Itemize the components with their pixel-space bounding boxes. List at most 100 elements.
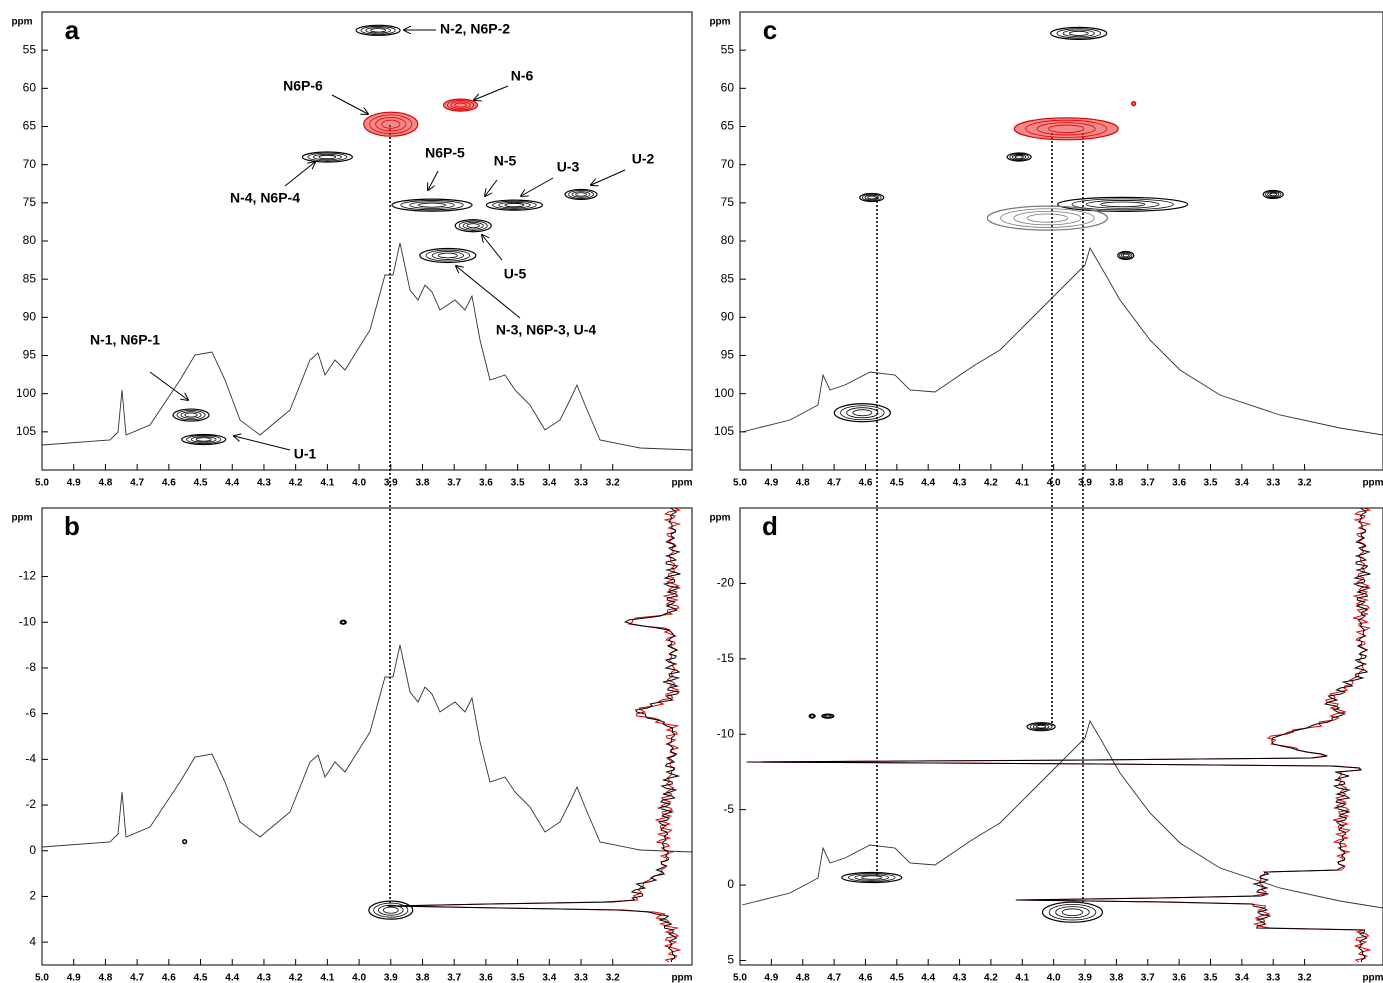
contour-ring: [846, 407, 879, 419]
contour-ring: [381, 119, 401, 129]
x-tick-label: 3.6: [479, 478, 493, 489]
contour-ring: [417, 202, 446, 208]
y-tick-label: 60: [721, 81, 735, 95]
peak: [391, 198, 473, 212]
peak: [355, 24, 401, 36]
contour-ring: [1048, 904, 1097, 921]
panel-label: a: [65, 15, 80, 45]
panel-label: d: [762, 511, 778, 541]
contour-ring: [1036, 122, 1096, 136]
x-tick-label: 4.7: [827, 973, 841, 983]
x-tick-label: 4.8: [796, 973, 810, 983]
peak-contour: [485, 199, 544, 211]
y-tick-label: -10: [717, 726, 735, 740]
contour-ring: [1048, 124, 1085, 133]
peak: [833, 403, 891, 423]
y-tick-label: 70: [23, 157, 37, 171]
peak-annotation: N6P-6: [283, 78, 323, 94]
contour-ring: [1071, 198, 1174, 211]
contour-ring: [867, 195, 877, 200]
peak: [339, 619, 347, 625]
y-tick-label: -5: [723, 802, 734, 816]
contour-ring: [378, 904, 404, 916]
x-axis-label: ppm: [1362, 973, 1383, 983]
contour-ring: [1032, 724, 1050, 730]
contour-ring: [340, 620, 346, 625]
peak-contour: [339, 619, 347, 625]
y-axis-label: ppm: [11, 513, 32, 524]
x-tick-label: 3.4: [1235, 478, 1249, 489]
contour-ring: [365, 27, 391, 34]
peak: [1041, 901, 1104, 923]
x-tick-label: 4.8: [796, 478, 810, 489]
peak-annotation: U-1: [294, 446, 317, 462]
contour-ring: [861, 193, 882, 202]
arrow: [428, 170, 439, 190]
x-tick-label: 4.5: [194, 478, 208, 489]
contour-ring: [1014, 155, 1024, 159]
y-tick-label: -12: [19, 569, 37, 583]
peak: [1131, 100, 1137, 107]
x-tick-label: 4.7: [130, 973, 144, 983]
y-tick-label: 105: [714, 424, 734, 438]
contour-ring: [437, 252, 458, 259]
peak: [454, 219, 492, 233]
contour-ring: [1062, 29, 1095, 38]
x-tick-label: 4.9: [67, 973, 81, 983]
x-tick-label: 3.3: [574, 973, 588, 983]
y-tick-label: 95: [23, 348, 37, 362]
contour-ring: [571, 191, 591, 198]
x-tick-label: 3.3: [574, 478, 588, 489]
contour-ring: [1029, 723, 1053, 731]
contour-ring: [825, 714, 831, 718]
x-tick-label: 3.9: [1078, 973, 1092, 983]
x-tick-label: 4.6: [162, 478, 176, 489]
x-tick-label: 4.1: [1015, 478, 1029, 489]
x-tick-label: 4.9: [764, 973, 778, 983]
arrow: [284, 162, 315, 187]
x-tick-label: 4.4: [921, 478, 935, 489]
y-tick-label: -8: [25, 660, 36, 674]
contour-ring: [1100, 201, 1146, 208]
x-tick-label: 4.9: [764, 478, 778, 489]
x-tick-label: 4.8: [98, 478, 112, 489]
contour-ring: [1009, 153, 1029, 161]
x-tick-label: 3.5: [511, 478, 525, 489]
peak: [1262, 189, 1284, 200]
peak-annotation: U-2: [632, 151, 655, 167]
x-tick-label: 3.2: [1298, 478, 1312, 489]
contour-ring: [852, 409, 873, 417]
f2-projection: [41, 242, 693, 451]
y-tick-label: 75: [721, 195, 735, 209]
peak: [1026, 722, 1056, 732]
x-axis-label: ppm: [671, 478, 692, 489]
y-tick-label: 90: [23, 310, 37, 324]
arrow: [474, 85, 509, 100]
contour-ring: [1265, 190, 1282, 198]
arrow: [485, 179, 498, 196]
y-tick-label: 100: [16, 386, 36, 400]
x-tick-label: 3.5: [511, 973, 525, 983]
peak: [301, 151, 353, 163]
plot-frame: [739, 11, 1383, 471]
peak-contour: [1117, 250, 1135, 261]
contour-ring: [1068, 30, 1089, 36]
contour-ring: [462, 221, 484, 230]
contour-ring: [454, 102, 467, 108]
contour-ring: [822, 714, 833, 719]
x-tick-label: 3.2: [606, 973, 620, 983]
peak-contour: [859, 192, 885, 203]
contour-ring: [809, 714, 815, 719]
contour-ring: [312, 153, 342, 161]
y-tick-label: -6: [25, 706, 36, 720]
arrow: [149, 371, 188, 400]
contour-ring: [425, 249, 471, 262]
peak-contour: [1026, 722, 1056, 732]
y-tick-label: -10: [19, 614, 37, 628]
peak: [564, 188, 598, 201]
x-tick-label: 4.1: [320, 478, 334, 489]
peak: [1117, 250, 1135, 261]
contour-ring: [1026, 213, 1069, 223]
y-tick-label: 60: [23, 81, 37, 95]
